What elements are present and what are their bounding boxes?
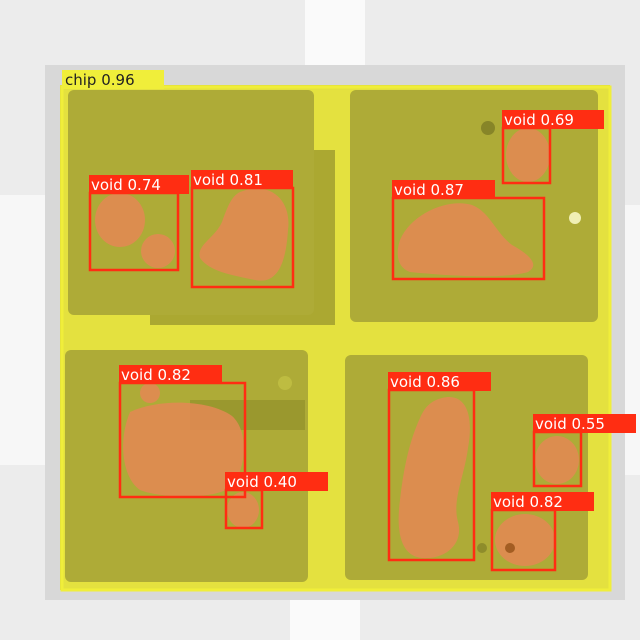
detection-label: chip 0.96: [65, 71, 135, 89]
void-region: [398, 397, 470, 559]
detection-label: void 0.87: [394, 181, 464, 199]
void-detection: void 0.82: [118, 365, 247, 499]
detection-label: void 0.69: [504, 111, 574, 129]
detection-label: void 0.86: [390, 373, 460, 391]
chip-detection: chip 0.96: [60, 70, 612, 592]
void-region: [397, 203, 534, 277]
void-detection: void 0.40: [224, 472, 328, 530]
detection-label: void 0.81: [193, 171, 263, 189]
void-detections: void 0.74 void 0.81 void 0.87 void 0.69 …: [88, 110, 636, 572]
void-detection: void 0.55: [532, 414, 636, 488]
void-region: [535, 436, 579, 484]
void-region: [199, 188, 289, 281]
detection-label: void 0.82: [121, 366, 191, 384]
void-detection: void 0.87: [391, 180, 546, 281]
detection-label: void 0.40: [227, 473, 297, 491]
void-detection: void 0.86: [387, 372, 491, 562]
detection-label: void 0.82: [493, 493, 563, 511]
detection-label: void 0.55: [535, 415, 605, 433]
detection-label: void 0.74: [91, 176, 161, 194]
void-region: [506, 128, 550, 182]
void-region: [227, 492, 259, 528]
void-detection: void 0.69: [501, 110, 604, 185]
void-region: [141, 234, 175, 268]
void-region: [95, 193, 145, 247]
void-detection: void 0.82: [490, 492, 594, 572]
void-detection: void 0.81: [190, 170, 295, 289]
void-region: [123, 402, 244, 497]
void-regions: [95, 128, 579, 566]
void-detection: void 0.74: [88, 175, 189, 272]
